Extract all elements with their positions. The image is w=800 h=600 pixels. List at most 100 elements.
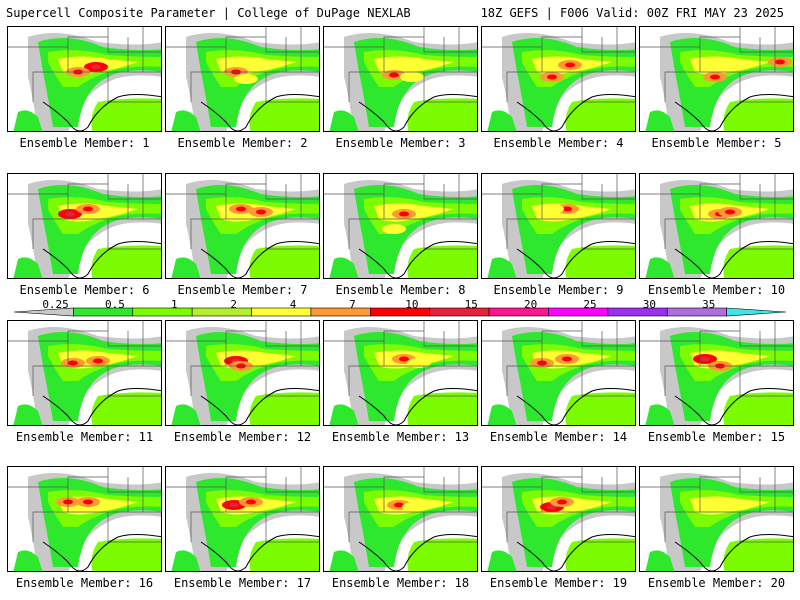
- ensemble-panel[interactable]: Ensemble Member: 6: [7, 173, 162, 297]
- scp-core-max: [725, 209, 735, 215]
- scp-core-max: [407, 74, 417, 80]
- ensemble-panel[interactable]: Ensemble Member: 14: [481, 320, 636, 444]
- ensemble-panel[interactable]: Ensemble Member: 4: [481, 26, 636, 150]
- ensemble-map: [7, 466, 162, 572]
- contour-swath: [329, 257, 359, 278]
- ensemble-panel[interactable]: Ensemble Member: 12: [165, 320, 320, 444]
- colorbar-graphic: [13, 307, 787, 317]
- colorbar-swatch: [726, 307, 787, 317]
- ensemble-panel[interactable]: Ensemble Member: 3: [323, 26, 478, 150]
- state-borders: [8, 174, 161, 250]
- ensemble-map: [481, 320, 636, 426]
- ensemble-panel[interactable]: Ensemble Member: 17: [165, 466, 320, 590]
- colorbar-swatch: [251, 307, 312, 317]
- scp-core-max: [557, 499, 567, 505]
- colorbar-tick-label: 25: [583, 298, 597, 311]
- contour-swath: [645, 404, 675, 425]
- scp-field: [166, 467, 319, 571]
- ensemble-member-label: Ensemble Member: 7: [177, 283, 308, 297]
- scp-core-max: [68, 360, 78, 366]
- scp-field: [324, 467, 477, 571]
- contour-swath: [723, 538, 793, 571]
- contour-swath: [329, 110, 359, 131]
- contour-swath: [487, 404, 517, 425]
- ensemble-panel[interactable]: Ensemble Member: 15: [639, 320, 794, 444]
- ensemble-panel[interactable]: Ensemble Member: 1: [7, 26, 162, 150]
- ensemble-map: [639, 320, 794, 426]
- ensemble-panel[interactable]: Ensemble Member: 11: [7, 320, 162, 444]
- coastline: [516, 388, 635, 425]
- coastline: [200, 241, 319, 278]
- state-borders: [324, 467, 477, 543]
- ensemble-panel[interactable]: Ensemble Member: 19: [481, 466, 636, 590]
- state-borders: [166, 27, 319, 103]
- ensemble-panel[interactable]: Ensemble Member: 20: [639, 466, 794, 590]
- scp-core-max: [399, 356, 409, 362]
- scp-field: [166, 174, 319, 278]
- coastline: [516, 94, 635, 131]
- scp-core-max: [389, 226, 399, 232]
- ensemble-map: [323, 320, 478, 426]
- coastline: [42, 94, 161, 131]
- scp-field: [8, 467, 161, 571]
- contour-swath: [13, 110, 43, 131]
- ensemble-member-label: Ensemble Member: 6: [19, 283, 150, 297]
- colorbar-swatch: [607, 307, 668, 317]
- state-borders: [8, 27, 161, 103]
- ensemble-member-label: Ensemble Member: 3: [335, 136, 466, 150]
- colorbar-swatch: [132, 307, 193, 317]
- ensemble-panel[interactable]: Ensemble Member: 8: [323, 173, 478, 297]
- coastline: [516, 534, 635, 571]
- colorbar-swatch: [191, 307, 252, 317]
- colorbar-tick-label: 2: [230, 298, 238, 311]
- ensemble-panel[interactable]: Ensemble Member: 2: [165, 26, 320, 150]
- scp-core-max: [236, 206, 246, 212]
- ensemble-member-label: Ensemble Member: 2: [177, 136, 308, 150]
- ensemble-member-label: Ensemble Member: 13: [331, 430, 470, 444]
- scp-core-max: [735, 502, 745, 508]
- ensemble-map: [481, 173, 636, 279]
- contour-swath: [723, 98, 793, 131]
- coastline: [358, 534, 477, 571]
- contour-swath: [487, 550, 517, 571]
- colorbar-tick-label: 0.25: [42, 298, 69, 311]
- contour-swath: [91, 98, 161, 131]
- ensemble-map: [639, 26, 794, 132]
- scp-field: [640, 27, 793, 131]
- ensemble-member-label: Ensemble Member: 17: [173, 576, 312, 590]
- colorbar-swatch: [488, 307, 549, 317]
- colorbar-tick-label: 4: [289, 298, 297, 311]
- ensemble-panel[interactable]: Ensemble Member: 18: [323, 466, 478, 590]
- ensemble-member-label: Ensemble Member: 14: [489, 430, 628, 444]
- scp-field: [166, 321, 319, 425]
- scp-field: [8, 174, 161, 278]
- ensemble-map: [323, 173, 478, 279]
- coastline: [200, 94, 319, 131]
- contour-swath: [249, 98, 319, 131]
- state-borders: [482, 27, 635, 103]
- ensemble-panel[interactable]: Ensemble Member: 10: [639, 173, 794, 297]
- contour-swath: [91, 538, 161, 571]
- coastline: [674, 534, 793, 571]
- ensemble-map: [323, 466, 478, 572]
- coastline: [200, 534, 319, 571]
- scp-core-max: [246, 499, 256, 505]
- scp-field: [324, 321, 477, 425]
- contour-swath: [487, 257, 517, 278]
- scp-core-max: [229, 502, 239, 508]
- scp-core-max: [83, 206, 93, 212]
- coastline: [42, 534, 161, 571]
- ensemble-panel[interactable]: Ensemble Member: 5: [639, 26, 794, 150]
- ensemble-panel[interactable]: Ensemble Member: 7: [165, 173, 320, 297]
- ensemble-member-label: Ensemble Member: 18: [331, 576, 470, 590]
- ensemble-panel[interactable]: Ensemble Member: 9: [481, 173, 636, 297]
- ensemble-member-label: Ensemble Member: 20: [647, 576, 786, 590]
- contour-swath: [645, 257, 675, 278]
- scp-core-max: [93, 358, 103, 364]
- contour-swath: [407, 98, 477, 131]
- scp-core-max: [241, 76, 251, 82]
- ensemble-panel[interactable]: Ensemble Member: 16: [7, 466, 162, 590]
- ensemble-panel[interactable]: Ensemble Member: 13: [323, 320, 478, 444]
- scp-core-max: [705, 504, 715, 510]
- page-title: Supercell Composite Parameter | College …: [6, 6, 411, 20]
